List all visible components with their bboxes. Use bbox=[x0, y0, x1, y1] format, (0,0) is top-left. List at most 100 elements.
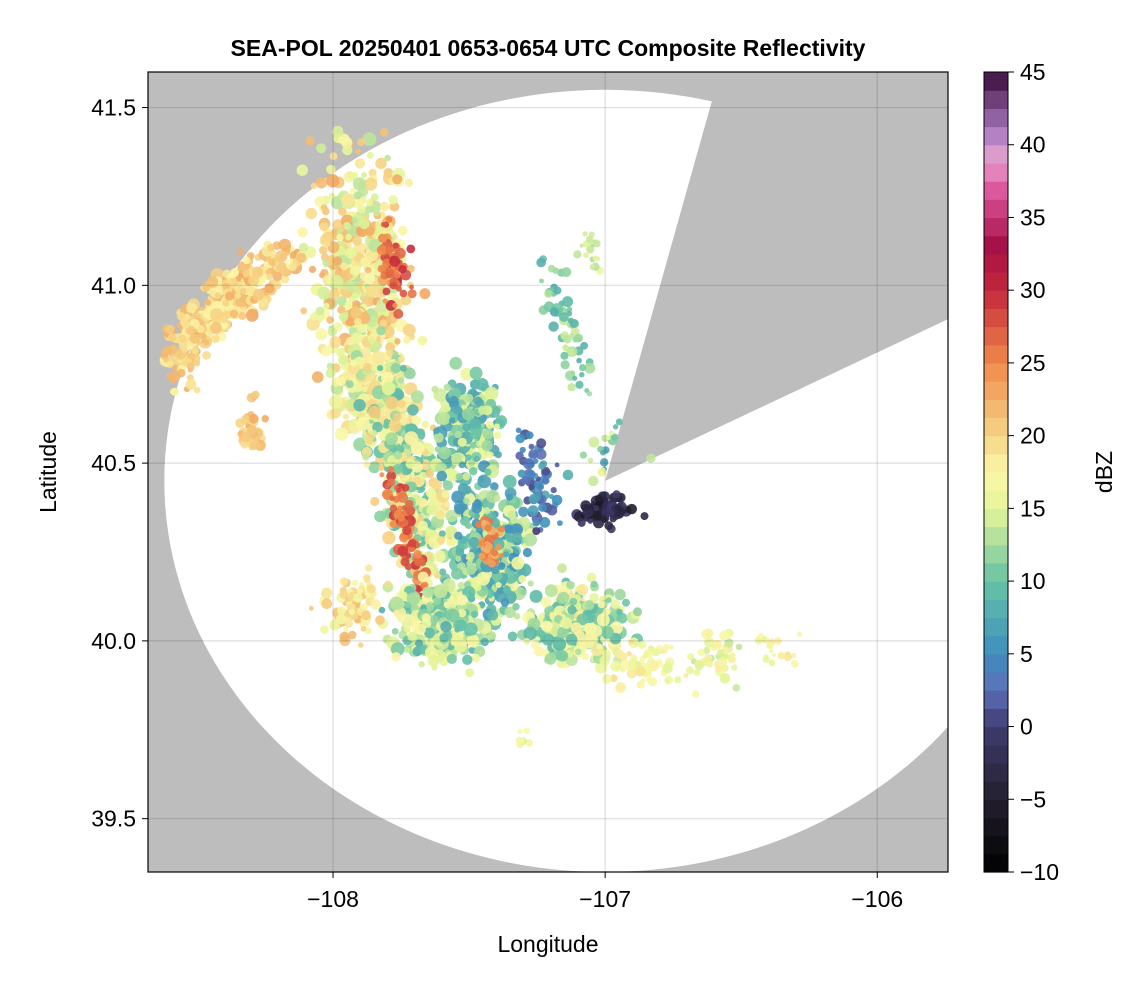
echo-cell bbox=[579, 364, 587, 372]
echo-cell bbox=[388, 466, 395, 473]
echo-cell bbox=[252, 288, 265, 301]
echo-cell bbox=[557, 563, 567, 574]
echo-cell bbox=[572, 375, 578, 381]
echo-cell bbox=[471, 653, 481, 663]
echo-cell bbox=[612, 490, 621, 499]
echo-cell bbox=[465, 564, 477, 575]
echo-cell bbox=[397, 492, 409, 503]
echo-cell bbox=[308, 605, 314, 611]
echo-cell bbox=[185, 325, 196, 336]
echo-cell bbox=[433, 432, 444, 443]
echo-cell bbox=[484, 524, 492, 532]
echo-cell bbox=[196, 325, 205, 334]
echo-cell bbox=[389, 281, 398, 290]
colorbar-segment bbox=[984, 417, 1008, 437]
echo-cell bbox=[314, 196, 326, 207]
echo-cell bbox=[517, 737, 525, 745]
echo-cell bbox=[567, 317, 574, 324]
echo-cell bbox=[538, 503, 547, 512]
echo-cell bbox=[797, 631, 803, 638]
echo-cell bbox=[596, 613, 610, 627]
echo-cell bbox=[242, 269, 251, 278]
echo-cell bbox=[319, 245, 328, 255]
colorbar-segment bbox=[984, 108, 1008, 128]
echo-cell bbox=[438, 530, 446, 538]
echo-cell bbox=[491, 549, 499, 557]
echo-cell bbox=[365, 437, 373, 445]
echo-cell bbox=[487, 609, 499, 621]
echo-cell bbox=[729, 652, 736, 659]
colorbar-segment bbox=[984, 599, 1008, 619]
echo-cell bbox=[626, 503, 637, 515]
y-tick-label: 41.5 bbox=[91, 95, 136, 121]
echo-cell bbox=[404, 431, 419, 446]
echo-cell bbox=[321, 587, 333, 599]
echo-cell bbox=[541, 620, 553, 632]
echo-cell bbox=[343, 221, 352, 230]
echo-cell bbox=[615, 682, 626, 693]
echo-cell bbox=[589, 264, 596, 270]
echo-cell bbox=[434, 446, 441, 453]
x-tick-label: −107 bbox=[579, 886, 631, 912]
echo-cell bbox=[784, 653, 792, 662]
colorbar-segment bbox=[984, 144, 1008, 164]
echo-cell bbox=[402, 323, 416, 337]
echo-cell bbox=[527, 580, 534, 587]
echo-cell bbox=[544, 652, 557, 665]
echo-cell bbox=[319, 272, 326, 279]
echo-cell bbox=[446, 468, 459, 482]
echo-cell bbox=[299, 242, 309, 252]
echo-cell bbox=[592, 239, 601, 248]
echo-cell bbox=[320, 625, 329, 634]
echo-cell bbox=[202, 351, 211, 360]
echo-cell bbox=[419, 288, 431, 300]
echo-cell bbox=[403, 626, 411, 634]
echo-cell bbox=[384, 580, 392, 588]
echo-cell bbox=[385, 342, 396, 353]
echo-cell bbox=[329, 336, 342, 349]
colorbar-segment bbox=[984, 817, 1008, 837]
echo-cell bbox=[338, 312, 349, 322]
echo-cell bbox=[371, 351, 386, 365]
echo-cell bbox=[379, 128, 389, 137]
echo-cell bbox=[448, 417, 456, 424]
echo-cell bbox=[522, 547, 533, 558]
echo-cell bbox=[498, 552, 505, 559]
plot-area bbox=[148, 72, 948, 872]
echo-cell bbox=[622, 598, 630, 607]
echo-cell bbox=[536, 438, 547, 449]
echo-cell bbox=[280, 274, 290, 284]
echo-cell bbox=[248, 274, 260, 286]
echo-cell bbox=[404, 601, 412, 609]
echo-cell bbox=[368, 461, 381, 474]
echo-cell bbox=[323, 239, 331, 247]
echo-cell bbox=[511, 556, 525, 570]
echo-cell bbox=[480, 637, 489, 647]
echo-cell bbox=[387, 478, 396, 487]
colorbar-label: dBZ bbox=[1091, 451, 1117, 493]
echo-cell bbox=[454, 430, 463, 439]
colorbar-tick-label: 15 bbox=[1020, 495, 1046, 521]
echo-cell bbox=[382, 298, 388, 304]
echo-cell bbox=[222, 299, 230, 307]
echo-cell bbox=[521, 476, 529, 484]
echo-cell bbox=[561, 267, 572, 278]
echo-cell bbox=[400, 557, 410, 567]
echo-cell bbox=[449, 395, 459, 405]
echo-cell bbox=[769, 649, 773, 653]
echo-cell bbox=[392, 463, 403, 475]
echo-cell bbox=[398, 265, 407, 274]
echo-cell bbox=[378, 606, 386, 614]
echo-cell bbox=[388, 419, 402, 433]
echo-cell bbox=[732, 684, 741, 692]
echo-cell bbox=[404, 505, 416, 517]
echo-cell bbox=[352, 236, 362, 246]
echo-cell bbox=[551, 494, 563, 506]
echo-cell bbox=[392, 174, 403, 185]
echo-cell bbox=[425, 469, 435, 479]
echo-cell bbox=[400, 614, 415, 628]
echo-cell bbox=[345, 336, 354, 345]
echo-cell bbox=[515, 451, 524, 460]
echo-cell bbox=[704, 654, 712, 662]
echo-cell bbox=[385, 268, 395, 279]
